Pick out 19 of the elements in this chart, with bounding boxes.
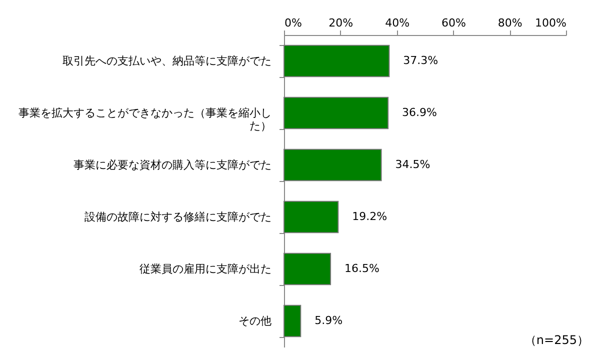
data-label: 16.5% (344, 262, 380, 275)
data-label: 19.2% (352, 210, 388, 223)
annotation: （n=255） (524, 333, 589, 347)
data-label: 34.5% (395, 158, 430, 171)
x-tick-label: 0% (284, 16, 302, 30)
x-tick-label: 60% (441, 16, 466, 30)
y-tick-label: 取引先への支払いや、納品等に支障がでた (62, 54, 272, 68)
y-tick-label: 設備の故障に対する修繕に支障がでた (84, 210, 272, 224)
x-tick-label: 40% (385, 16, 410, 30)
y-tick-label: 事業を拡大することができなかった（事業を縮小した） (18, 106, 272, 132)
x-tick-label: 20% (328, 16, 354, 30)
data-label: 37.3% (403, 54, 438, 67)
data-label: 5.9% (314, 314, 343, 327)
y-tick-label: 従業員の雇用に支障が出た (140, 262, 272, 276)
x-tick-label: 100% (535, 16, 566, 30)
y-tick-label: その他 (238, 314, 272, 328)
data-label: 36.9% (402, 106, 438, 119)
y-tick-label: 事業に必要な資材の購入等に支障がでた (74, 158, 272, 172)
x-tick-label: 80% (498, 16, 522, 30)
